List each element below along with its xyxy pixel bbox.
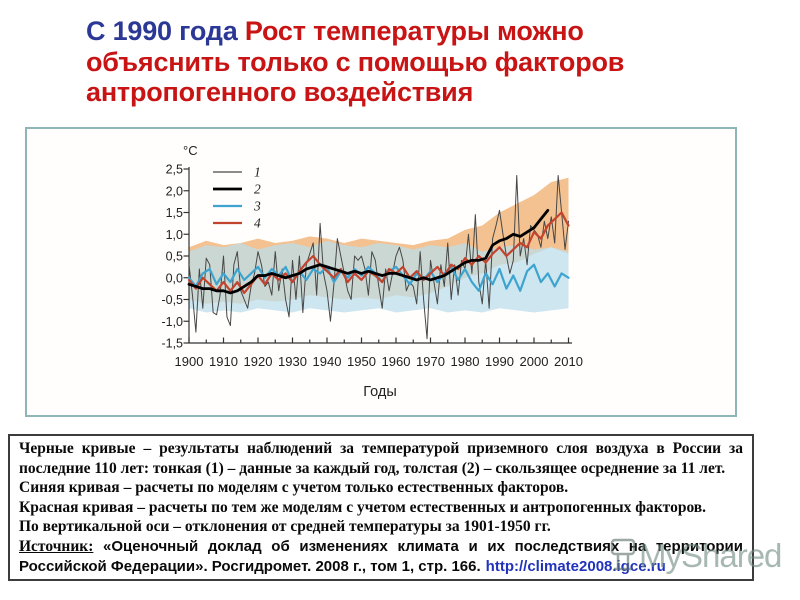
y-axis-unit-label: °C: [183, 143, 198, 158]
caption-blue-curve: Синяя кривая – расчеты по моделям с учет…: [19, 479, 569, 497]
svg-text:1950: 1950: [347, 354, 376, 369]
svg-text:1930: 1930: [278, 354, 307, 369]
title-highlight-blue: С 1990 года: [86, 16, 238, 46]
title-text-red: Рост температуры можно объяснить только …: [86, 16, 625, 107]
svg-text:1910: 1910: [209, 354, 238, 369]
svg-text:-1,0: -1,0: [161, 315, 183, 329]
caption-text-box: Черные кривые – результаты наблюдений за…: [8, 434, 754, 581]
svg-text:1,5: 1,5: [166, 206, 183, 220]
svg-text:0,0: 0,0: [166, 271, 183, 285]
svg-text:2010: 2010: [554, 354, 583, 369]
source-reference: «Оценочный доклад об изменениях климата …: [19, 537, 743, 575]
caption-black-curves: Черные кривые – результаты наблюдений за…: [19, 440, 743, 477]
chart-figure-box: 2,5 2,0 1,5 1,0 0,5 0,0 -0,5 -1,0 -1,5 1900 1910 19…: [25, 127, 737, 417]
svg-text:1,0: 1,0: [166, 228, 183, 242]
temperature-anomaly-chart: 2,5 2,0 1,5 1,0 0,5 0,0 -0,5 -1,0 -1,5 1900 1910 19…: [161, 143, 583, 400]
caption-red-curve: Красная кривая – расчеты по тем же модел…: [19, 498, 707, 516]
legend-label-2: 2: [254, 182, 261, 197]
svg-text:2,5: 2,5: [166, 163, 183, 177]
svg-text:2000: 2000: [520, 354, 549, 369]
svg-text:1970: 1970: [416, 354, 445, 369]
svg-text:-1,5: -1,5: [161, 337, 183, 351]
svg-text:1960: 1960: [382, 354, 411, 369]
chart-legend: 1 2 3 4: [213, 165, 261, 231]
svg-text:1990: 1990: [485, 354, 514, 369]
svg-text:1900: 1900: [175, 354, 204, 369]
caption-vertical-axis: По вертикальной оси – отклонения от сред…: [19, 518, 551, 536]
axes: [183, 167, 572, 344]
svg-text:-0,5: -0,5: [161, 293, 183, 307]
svg-text:1980: 1980: [451, 354, 480, 369]
x-axis-title: Годы: [363, 384, 397, 400]
legend-label-1: 1: [254, 165, 261, 180]
svg-text:0,5: 0,5: [166, 250, 183, 264]
axis-labels: 2,5 2,0 1,5 1,0 0,5 0,0 -0,5 -1,0 -1,5 1900 1910 19…: [161, 143, 583, 400]
caption-source: Источник: «Оценочный доклад об изменения…: [19, 537, 743, 576]
series-line-2: [187, 208, 550, 295]
svg-text:1940: 1940: [313, 354, 342, 369]
data-series: [187, 175, 570, 340]
slide-title: С 1990 года Рост температуры можно объяс…: [86, 16, 692, 108]
svg-text:1920: 1920: [244, 354, 273, 369]
svg-text:2,0: 2,0: [166, 184, 183, 198]
source-label: Источник:: [19, 537, 94, 555]
legend-label-4: 4: [254, 216, 261, 231]
source-link[interactable]: http://climate2008.igce.ru: [485, 557, 666, 575]
legend-label-3: 3: [253, 199, 261, 214]
